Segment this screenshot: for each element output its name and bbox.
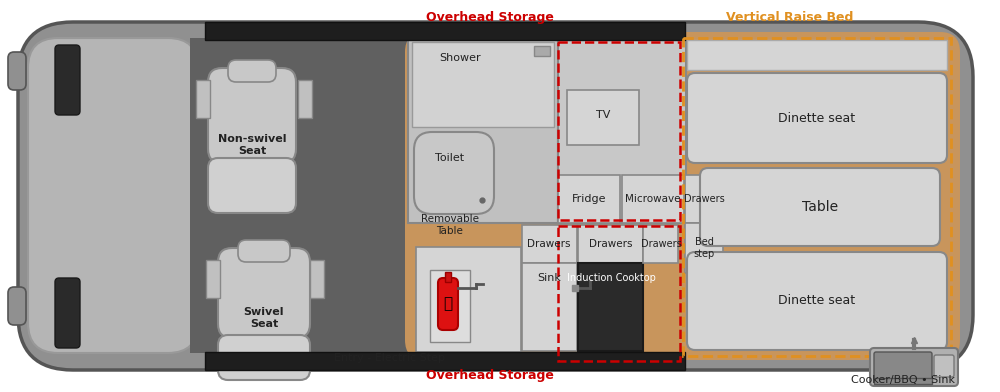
Bar [522,225,577,263]
FancyBboxPatch shape [438,278,458,330]
Text: Sink: Sink [537,273,561,283]
Bar [874,378,932,384]
FancyBboxPatch shape [8,287,26,325]
Text: Removable
Table: Removable Table [421,214,479,236]
Bar [205,352,685,370]
Bar [206,260,220,298]
Bar [522,263,577,351]
FancyBboxPatch shape [405,32,960,360]
Bar [687,40,947,70]
Text: Toilet: Toilet [435,153,465,163]
Bar [445,272,451,282]
Bar [578,225,643,263]
Text: Table: Table [802,200,838,214]
FancyBboxPatch shape [870,348,958,386]
Text: Shower: Shower [439,53,481,63]
Bar [578,263,643,351]
FancyBboxPatch shape [18,22,973,370]
Bar [643,225,678,263]
Text: Non-swivel
Seat: Non-swivel Seat [218,134,286,156]
FancyBboxPatch shape [208,158,296,213]
Bar [534,46,550,56]
FancyBboxPatch shape [228,60,276,82]
Bar [196,80,210,118]
FancyBboxPatch shape [238,240,290,262]
Text: Swivel
Seat: Swivel Seat [244,307,284,329]
Text: Drawers: Drawers [589,239,633,249]
Text: Overhead Storage: Overhead Storage [426,11,554,24]
Bar [205,22,685,40]
Text: Overhead Storage: Overhead Storage [426,368,554,381]
Bar [685,223,723,273]
Bar [558,175,620,223]
Bar [558,38,686,223]
Text: Microwave: Microwave [625,194,681,204]
FancyBboxPatch shape [687,73,947,163]
Bar [567,90,639,145]
FancyBboxPatch shape [687,252,947,350]
Text: Drawers: Drawers [527,239,571,249]
Bar [190,38,410,353]
FancyBboxPatch shape [55,45,80,115]
FancyBboxPatch shape [218,335,310,380]
FancyBboxPatch shape [414,132,494,214]
FancyBboxPatch shape [700,168,940,246]
FancyBboxPatch shape [874,352,932,380]
Text: Induction Cooktop: Induction Cooktop [567,273,655,283]
Bar [622,175,684,223]
Text: 🧯: 🧯 [443,296,453,312]
Text: Cooker/BBQ • Sink: Cooker/BBQ • Sink [851,375,955,385]
FancyBboxPatch shape [8,52,26,90]
Text: Entry - Electric Step: Entry - Electric Step [334,353,446,363]
Bar [298,80,312,118]
Text: Drawers: Drawers [641,239,681,249]
Bar [310,260,324,298]
Bar [408,38,558,223]
FancyBboxPatch shape [218,248,310,338]
Text: Vertical Raise Bed: Vertical Raise Bed [726,11,854,24]
Text: Fridge: Fridge [572,194,606,204]
Text: Bed
step: Bed step [693,237,715,259]
Text: Dinette seat: Dinette seat [778,294,856,307]
FancyBboxPatch shape [934,355,954,377]
Text: TV: TV [596,110,610,120]
Bar [412,42,554,127]
Text: Dinette seat: Dinette seat [778,111,856,125]
Text: Drawers: Drawers [684,194,724,204]
FancyBboxPatch shape [55,278,80,348]
Bar [416,247,521,352]
Bar [685,175,723,223]
FancyBboxPatch shape [208,68,296,163]
Bar [430,270,470,342]
FancyBboxPatch shape [28,38,198,353]
